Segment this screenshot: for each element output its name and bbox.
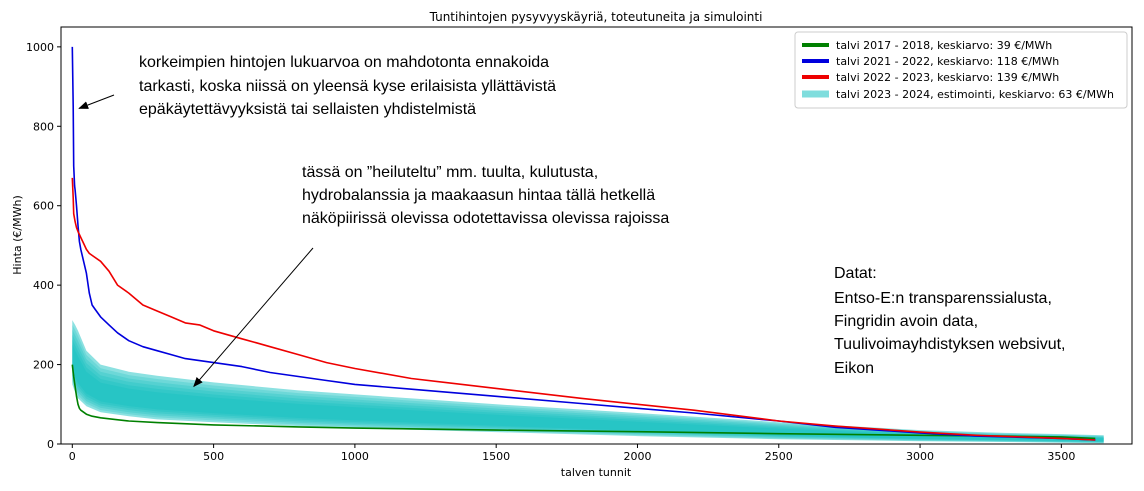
x-axis-ticks: 0 500 1000 1500 2000 2500 3000 3500 <box>69 444 1075 463</box>
y-tick-label: 600 <box>33 200 54 213</box>
annotation-line: tässä on ”heiluteltu” mm. tuulta, kulutu… <box>302 164 598 181</box>
x-tick-label: 0 <box>69 450 76 463</box>
annotation-line: tarkasti, koska niissä on yleensä kyse e… <box>139 78 556 95</box>
annotation-data-sources: Datat: Entso-E:n transparenssialusta, Fi… <box>834 265 1070 377</box>
estimate-band-area <box>72 334 1104 443</box>
annotation-line: hydrobalanssia ja maakaasun hintaa tällä… <box>302 187 655 204</box>
y-tick-label: 0 <box>47 438 54 451</box>
series-line-2 <box>71 177 1096 441</box>
annotation-unpredictable-arrow <box>78 94 115 109</box>
estimate-band-area <box>72 329 1104 443</box>
annotation-line: Tuulivoimayhdistyksen websivut, <box>834 336 1066 353</box>
x-tick-label: 3500 <box>1047 450 1075 463</box>
x-tick-label: 500 <box>203 450 224 463</box>
annotation-line: Datat: <box>834 265 877 282</box>
y-tick-label: 800 <box>33 120 54 133</box>
x-tick-label: 1000 <box>341 450 369 463</box>
x-tick-label: 2500 <box>765 450 793 463</box>
annotation-line: korkeimpien hintojen lukuarvoa on mahdot… <box>139 54 549 71</box>
y-tick-label: 400 <box>33 279 54 292</box>
estimate-band-area <box>72 325 1104 443</box>
y-tick-label: 1000 <box>26 41 54 54</box>
legend-label-2023-estimate: talvi 2023 - 2024, estimointi, keskiarvo… <box>836 88 1114 101</box>
annotation-simulation-arrow <box>193 247 314 388</box>
plot-frame <box>60 26 1133 445</box>
legend: talvi 2017 - 2018, keskiarvo: 39 €/MWh t… <box>794 31 1128 109</box>
y-tick-label: 200 <box>33 359 54 372</box>
estimate-band-area <box>72 344 1104 442</box>
y-axis-label: Hinta (€/MWh) <box>11 195 24 274</box>
legend-box <box>794 31 1128 109</box>
estimate-band-area <box>72 320 1104 444</box>
series-layer <box>71 46 1096 441</box>
annotation-line: näköpiirissä olevissa odotettavissa olev… <box>302 210 669 227</box>
chart-title: Tuntihintojen pysyvyyskäyriä, toteutunei… <box>429 10 763 24</box>
x-tick-label: 1500 <box>482 450 510 463</box>
estimate-band-area <box>72 339 1104 442</box>
annotation-line: Entso-E:n transparenssialusta, <box>834 290 1052 307</box>
annotation-line: Fingridin avoin data, <box>834 313 978 330</box>
annotation-line: Eikon <box>834 360 874 377</box>
series-line-0 <box>71 364 1096 440</box>
legend-label-2022: talvi 2022 - 2023, keskiarvo: 139 €/MWh <box>836 71 1059 84</box>
annotation-line: epäkäytettävyyksistä tai sellaisten yhdi… <box>139 101 476 118</box>
legend-label-2021: talvi 2021 - 2022, keskiarvo: 118 €/MWh <box>836 55 1059 68</box>
annotation-unpredictable-text: korkeimpien hintojen lukuarvoa on mahdot… <box>139 54 561 118</box>
estimate-band-layer <box>72 320 1104 444</box>
x-tick-label: 2000 <box>623 450 651 463</box>
y-axis-ticks: 0 200 400 600 800 1000 <box>26 41 61 451</box>
legend-label-2017: talvi 2017 - 2018, keskiarvo: 39 €/MWh <box>836 39 1052 52</box>
annotation-simulation-text: tässä on ”heiluteltu” mm. tuulta, kulutu… <box>302 164 669 227</box>
x-axis-label: talven tunnit <box>561 466 632 479</box>
x-tick-label: 3000 <box>906 450 934 463</box>
